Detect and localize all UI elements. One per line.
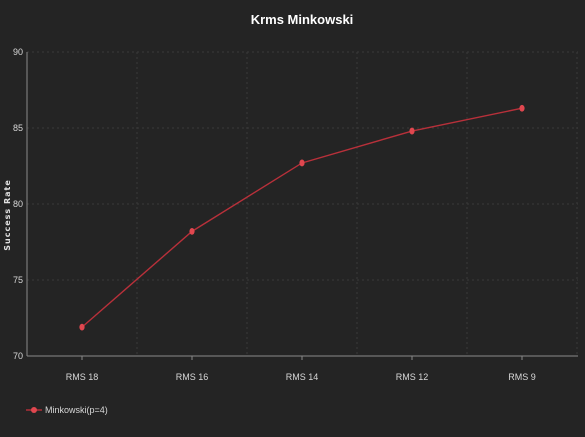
data-point[interactable] — [79, 323, 85, 331]
series-layer — [79, 104, 525, 331]
x-tick-label: RMS 16 — [176, 372, 209, 382]
grid-lines — [27, 51, 578, 356]
legend[interactable]: Minkowski(p=4) — [26, 405, 108, 415]
x-tick-label: RMS 18 — [66, 372, 99, 382]
chart-title: Krms Minkowski — [251, 12, 354, 27]
y-tick-label: 70 — [13, 351, 23, 361]
legend-marker-swatch — [31, 407, 37, 413]
x-tick-label: RMS 9 — [508, 372, 536, 382]
data-point[interactable] — [519, 104, 525, 112]
axes: 70 75 80 85 90 RMS 18 RMS 16 RMS 14 RMS 12 RMS 9 — [13, 47, 578, 382]
y-axis-label: Success Rate — [3, 179, 12, 250]
y-tick-label: 75 — [13, 275, 23, 285]
y-tick-label: 85 — [13, 123, 23, 133]
y-tick-label: 90 — [13, 47, 23, 57]
data-point[interactable] — [189, 227, 195, 235]
y-tick-label: 80 — [13, 199, 23, 209]
data-point[interactable] — [299, 159, 305, 167]
legend-label: Minkowski(p=4) — [45, 405, 108, 415]
x-tick-label: RMS 12 — [396, 372, 429, 382]
x-tick-label: RMS 14 — [286, 372, 319, 382]
data-point[interactable] — [409, 127, 415, 135]
series-line — [81, 107, 523, 328]
